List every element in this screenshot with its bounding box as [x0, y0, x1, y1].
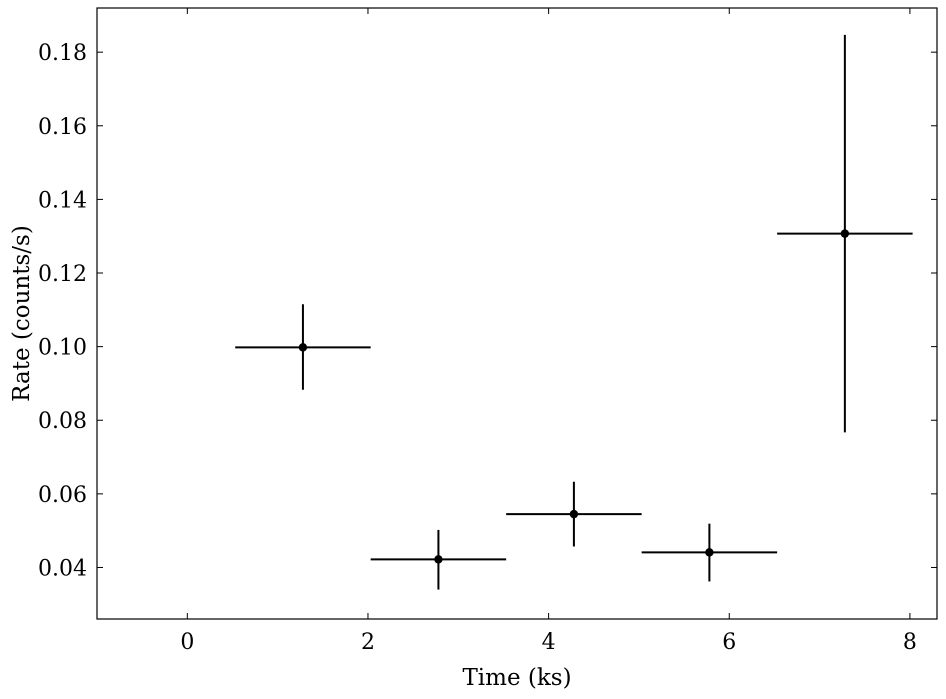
y-tick-label: 0.04: [38, 556, 87, 581]
data-point: [569, 509, 579, 519]
plot-area: [96, 7, 938, 620]
axis-ticks: 0 2 4 6 8 0.04 0.06 0.08 0.10 0.12 0.14 0.16 0.18: [38, 8, 937, 655]
y-tick-label: 0.16: [38, 115, 87, 140]
y-tick-label: 0.06: [38, 483, 87, 508]
data-point: [840, 229, 850, 238]
y-axis-label: Rate (counts/s): [9, 225, 35, 402]
plot-frame: [96, 7, 938, 620]
x-tick-label: 4: [542, 630, 556, 655]
y-tick-label: 0.14: [38, 188, 87, 213]
data-point: [705, 548, 714, 557]
data-point: [298, 343, 308, 352]
y-tick-label: 0.10: [38, 336, 87, 361]
y-tick-label: 0.18: [38, 41, 87, 66]
x-tick-label: 8: [903, 630, 917, 655]
x-axis-label: Time (ks): [462, 665, 571, 691]
x-tick-label: 6: [722, 630, 736, 655]
data-point: [434, 555, 443, 564]
x-tick-label: 2: [361, 630, 375, 655]
x-tick-label: 0: [180, 630, 194, 655]
y-tick-label: 0.12: [38, 262, 87, 287]
y-tick-label: 0.08: [38, 409, 87, 434]
data-marks: [235, 34, 913, 590]
